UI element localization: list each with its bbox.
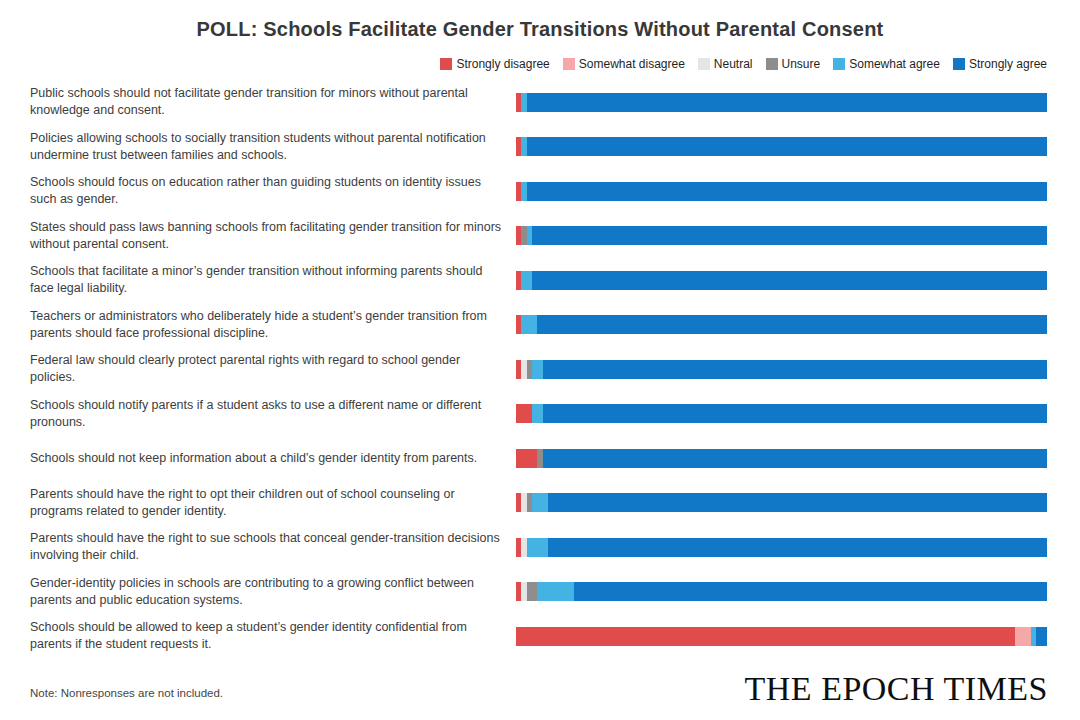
statement-label: Federal law should clearly protect paren… — [30, 352, 508, 386]
chart-row: Federal law should clearly protect paren… — [0, 347, 1080, 392]
statement-label: Schools should be allowed to keep a stud… — [30, 619, 508, 653]
bar-segment — [543, 360, 1047, 379]
statement-label: Public schools should not facilitate gen… — [30, 85, 508, 119]
legend-label: Somewhat disagree — [579, 57, 685, 71]
legend-item: Somewhat agree — [833, 57, 940, 71]
stacked-bar — [516, 449, 1047, 468]
bar-segment — [537, 315, 1047, 334]
chart-row: Schools should not keep information abou… — [0, 436, 1080, 481]
chart-row: Gender-identity policies in schools are … — [0, 570, 1080, 615]
legend-label: Unsure — [782, 57, 821, 71]
statement-label: Teachers or administrators who deliberat… — [30, 308, 508, 342]
bar-segment — [548, 493, 1047, 512]
statement-label: States should pass laws banning schools … — [30, 219, 508, 253]
bar-segment — [527, 582, 538, 601]
bar-segment — [537, 582, 574, 601]
chart-row: States should pass laws banning schools … — [0, 214, 1080, 259]
chart-row: Teachers or administrators who deliberat… — [0, 303, 1080, 348]
stacked-bar — [516, 182, 1047, 201]
legend-item: Strongly disagree — [440, 57, 549, 71]
statement-label: Schools should focus on education rather… — [30, 174, 508, 208]
chart-legend: Strongly disagree Somewhat disagree Neut… — [440, 57, 1047, 71]
statement-label: Parents should have the right to sue sch… — [30, 530, 508, 564]
legend-item: Neutral — [698, 57, 753, 71]
legend-swatch-icon — [833, 58, 845, 70]
bar-segment — [527, 182, 1047, 201]
chart-row: Public schools should not facilitate gen… — [0, 80, 1080, 125]
bar-segment — [516, 627, 1015, 646]
statement-label: Policies allowing schools to socially tr… — [30, 130, 508, 164]
chart-row: Schools should notify parents if a stude… — [0, 392, 1080, 437]
stacked-bar — [516, 226, 1047, 245]
chart-rows: Public schools should not facilitate gen… — [0, 80, 1080, 659]
epoch-times-logo: THE EPOCH TIMES — [745, 670, 1048, 708]
legend-item: Unsure — [766, 57, 821, 71]
bar-segment — [532, 226, 1047, 245]
legend-label: Strongly disagree — [456, 57, 549, 71]
statement-label: Schools that facilitate a minor’s gender… — [30, 263, 508, 297]
bar-segment — [527, 538, 548, 557]
legend-swatch-icon — [440, 58, 452, 70]
stacked-bar — [516, 360, 1047, 379]
legend-item: Strongly agree — [953, 57, 1047, 71]
stacked-bar — [516, 93, 1047, 112]
statement-label: Gender-identity policies in schools are … — [30, 575, 508, 609]
chart-row: Schools should focus on education rather… — [0, 169, 1080, 214]
stacked-bar — [516, 493, 1047, 512]
footnote: Note: Nonresponses are not included. — [30, 687, 223, 699]
bar-segment — [527, 93, 1047, 112]
bar-segment — [1015, 627, 1031, 646]
legend-swatch-icon — [953, 58, 965, 70]
legend-swatch-icon — [698, 58, 710, 70]
statement-label: Schools should not keep information abou… — [30, 450, 508, 467]
chart-row: Schools should be allowed to keep a stud… — [0, 614, 1080, 659]
bar-segment — [574, 582, 1047, 601]
bar-segment — [543, 404, 1047, 423]
chart-row: Parents should have the right to opt the… — [0, 481, 1080, 526]
legend-label: Neutral — [714, 57, 753, 71]
bar-segment — [521, 271, 532, 290]
stacked-bar — [516, 538, 1047, 557]
legend-label: Somewhat agree — [849, 57, 940, 71]
bar-segment — [543, 449, 1047, 468]
chart-row: Parents should have the right to sue sch… — [0, 525, 1080, 570]
stacked-bar — [516, 137, 1047, 156]
stacked-bar — [516, 582, 1047, 601]
legend-item: Somewhat disagree — [563, 57, 685, 71]
chart-row: Schools that facilitate a minor’s gender… — [0, 258, 1080, 303]
bar-segment — [1036, 627, 1047, 646]
bar-segment — [527, 137, 1047, 156]
page-title: POLL: Schools Facilitate Gender Transiti… — [0, 18, 1080, 41]
bar-segment — [516, 404, 532, 423]
bar-segment — [548, 538, 1047, 557]
legend-swatch-icon — [563, 58, 575, 70]
stacked-bar — [516, 315, 1047, 334]
bar-segment — [532, 271, 1047, 290]
chart-row: Policies allowing schools to socially tr… — [0, 125, 1080, 170]
stacked-bar — [516, 404, 1047, 423]
stacked-bar — [516, 627, 1047, 646]
bar-segment — [532, 493, 548, 512]
bar-segment — [532, 404, 543, 423]
legend-label: Strongly agree — [969, 57, 1047, 71]
bar-segment — [532, 360, 543, 379]
statement-label: Schools should notify parents if a stude… — [30, 397, 508, 431]
statement-label: Parents should have the right to opt the… — [30, 486, 508, 520]
stacked-bar — [516, 271, 1047, 290]
bar-segment — [516, 449, 537, 468]
bar-segment — [521, 315, 537, 334]
legend-swatch-icon — [766, 58, 778, 70]
